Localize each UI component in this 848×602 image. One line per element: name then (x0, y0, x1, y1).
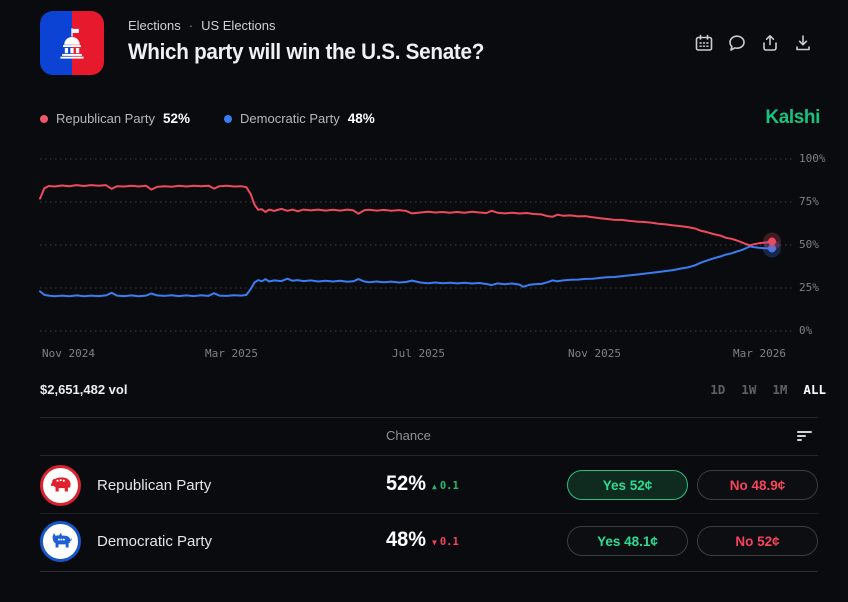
comment-icon[interactable] (728, 34, 746, 52)
page-title: Which party will win the U.S. Senate? (128, 39, 485, 64)
y-axis-tick: 25% (799, 281, 819, 294)
market-name: Democratic Party (97, 533, 213, 550)
breadcrumb-subcategory[interactable]: US Elections (201, 18, 276, 33)
breadcrumb-category[interactable]: Elections (128, 18, 181, 33)
legend-item-democratic: Democratic Party 48% (224, 111, 375, 126)
elephant-icon (51, 477, 71, 492)
legend-value: 52% (163, 111, 191, 126)
download-icon[interactable] (794, 34, 812, 52)
legend-item-republican: Republican Party 52% (40, 111, 190, 126)
chart-canvas[interactable] (0, 145, 848, 370)
chart-legend: Republican Party 52% Democratic Party 48… (40, 111, 375, 126)
volume-label: $2,651,482 vol (40, 382, 128, 397)
event-logo (40, 11, 104, 75)
legend-label: Democratic Party (240, 111, 340, 126)
market-row-democratic[interactable]: Democratic Party 48% ▼ 0.1 Yes 48.1¢ No … (0, 514, 848, 570)
y-axis-tick: 50% (799, 238, 819, 251)
divider (40, 455, 818, 456)
chance-delta: ▲ 0.1 (432, 480, 459, 492)
x-axis-tick: Nov 2025 (568, 347, 621, 360)
republican-endpoint-dot (768, 237, 776, 246)
yes-button[interactable]: Yes 48.1¢ (567, 526, 688, 556)
range-1w[interactable]: 1W (741, 382, 757, 397)
up-arrow-icon: ▲ (432, 481, 437, 491)
y-axis-tick: 0% (799, 324, 813, 337)
republican-line (39, 184, 773, 247)
kalshi-logo: Kalshi (765, 107, 820, 128)
x-axis-tick: Jul 2025 (392, 347, 445, 360)
chance-delta: ▼ 0.1 (432, 536, 459, 548)
democratic-line (39, 245, 773, 298)
democratic-endpoint-dot (768, 244, 776, 253)
yes-button[interactable]: Yes 52¢ (567, 470, 688, 500)
breadcrumb: Elections · US Elections (128, 18, 276, 33)
x-axis-tick: Mar 2026 (733, 347, 786, 360)
no-button[interactable]: No 48.9¢ (697, 470, 818, 500)
divider (40, 571, 818, 572)
x-axis-tick: Mar 2025 (205, 347, 258, 360)
y-axis-tick: 75% (799, 195, 819, 208)
share-icon[interactable] (761, 34, 779, 52)
republican-dot-icon (40, 114, 48, 123)
price-chart[interactable] (0, 145, 848, 370)
democratic-dot-icon (224, 114, 233, 123)
time-range-selector: 1D 1W 1M ALL (710, 382, 826, 397)
chance-value: 52% (386, 472, 426, 495)
legend-value: 48% (347, 111, 375, 126)
chance-value: 48% (386, 528, 426, 551)
divider (40, 513, 818, 514)
header-actions (695, 34, 812, 52)
chance-column-header: Chance (386, 428, 431, 443)
range-1d[interactable]: 1D (710, 382, 726, 397)
range-all[interactable]: ALL (803, 382, 826, 397)
legend-label: Republican Party (56, 111, 155, 126)
democratic-avatar (40, 521, 81, 562)
down-arrow-icon: ▼ (432, 537, 437, 547)
sort-icon[interactable] (797, 431, 813, 443)
breadcrumb-separator: · (188, 18, 194, 33)
capitol-icon (60, 28, 84, 59)
range-1m[interactable]: 1M (772, 382, 788, 397)
republican-avatar (40, 465, 81, 506)
no-button[interactable]: No 52¢ (697, 526, 818, 556)
market-row-republican[interactable]: Republican Party 52% ▲ 0.1 Yes 52¢ No 48… (0, 458, 848, 514)
calendar-icon[interactable] (695, 34, 713, 52)
market-name: Republican Party (97, 477, 212, 494)
x-axis-tick: Nov 2024 (42, 347, 95, 360)
y-axis-tick: 100% (799, 152, 826, 165)
divider (40, 417, 818, 418)
donkey-icon (52, 532, 72, 548)
gridlines (40, 158, 795, 332)
